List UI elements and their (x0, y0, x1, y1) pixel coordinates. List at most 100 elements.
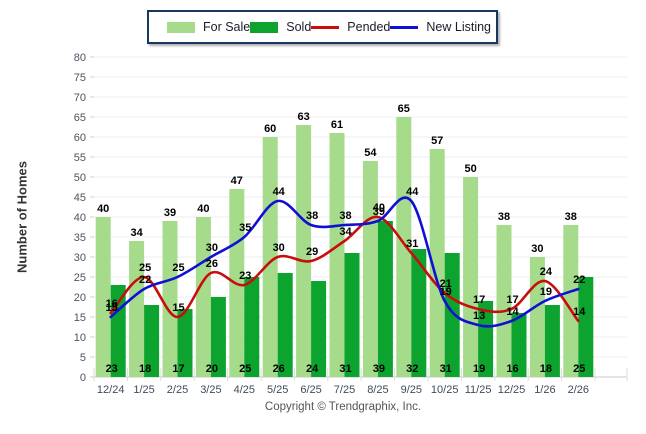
svg-text:35: 35 (74, 232, 86, 244)
svg-text:40: 40 (74, 212, 86, 224)
svg-text:65: 65 (74, 112, 86, 124)
pended-value-label: 16 (106, 298, 118, 310)
new-listing-value-label: 39 (373, 206, 385, 218)
sold-bar (444, 253, 460, 377)
for-sale-bar (329, 133, 345, 377)
legend-label: Pended (347, 20, 391, 34)
sold-bar (144, 305, 160, 377)
for-sale-value-label: 30 (531, 243, 543, 255)
for-sale-value-label: 39 (164, 207, 176, 219)
for-sale-value-label: 54 (364, 147, 377, 159)
new-listing-value-label: 35 (239, 222, 251, 234)
for-sale-bar (429, 149, 445, 377)
for-sale-bar (195, 217, 211, 377)
svg-text:25: 25 (74, 272, 86, 284)
sold-value-label: 16 (506, 363, 518, 375)
for-sale-value-label: 50 (464, 163, 476, 175)
for-sale-bar (362, 161, 378, 377)
sold-value-label: 17 (172, 363, 184, 375)
x-axis-label: 2/25 (167, 384, 188, 396)
for-sale-bar (496, 225, 512, 377)
for-sale-bar (396, 117, 412, 377)
x-axis-labels: 12/24 1/25 2/25 3/25 4/25 5/25 6/25 7/25 8/25 9/2… (97, 384, 589, 396)
x-axis-label: 7/25 (334, 384, 355, 396)
sold-value-label: 31 (339, 363, 351, 375)
svg-text:45: 45 (74, 192, 86, 204)
svg-text:30: 30 (74, 252, 86, 264)
legend-item-new-listing: New Listing (390, 20, 491, 34)
svg-text:80: 80 (74, 52, 86, 64)
svg-text:50: 50 (74, 172, 86, 184)
legend-item-pended: Pended (311, 20, 390, 34)
new-listing-value-label: 19 (540, 286, 552, 298)
sold-value-label: 39 (373, 363, 385, 375)
pended-line-group (109, 215, 580, 323)
x-axis-label: 8/25 (367, 384, 388, 396)
new-listing-value-label: 19 (440, 286, 452, 298)
new-listing-value-label: 22 (573, 274, 585, 286)
svg-text:10: 10 (74, 332, 86, 344)
new-listing-value-label: 15 (106, 302, 118, 314)
pended-value-label: 17 (506, 294, 518, 306)
legend-label: New Listing (426, 20, 492, 34)
sold-bar (377, 221, 393, 377)
sold-value-label: 24 (306, 363, 319, 375)
svg-text:70: 70 (74, 92, 86, 104)
bar-swatch-icon (250, 21, 279, 33)
sold-bar (578, 277, 594, 377)
pended-value-label: 17 (473, 294, 485, 306)
for-sale-value-label: 57 (431, 135, 443, 147)
pended-value-label: 29 (306, 246, 318, 258)
svg-text:15: 15 (74, 312, 86, 324)
copyright-text: Copyright © Trendgraphix, Inc. (264, 401, 422, 413)
svg-text:5: 5 (80, 352, 86, 364)
for-sale-bar (296, 125, 312, 377)
svg-text:55: 55 (74, 152, 86, 164)
legend-item-for-sale: For Sale (167, 20, 250, 34)
x-axis-label: 3/25 (200, 384, 221, 396)
bars-for-sale (95, 117, 579, 377)
pended-value-label: 40 (373, 202, 385, 214)
line-swatch-icon (390, 25, 419, 29)
pended-value-label: 30 (273, 242, 285, 254)
for-sale-value-label: 40 (197, 203, 209, 215)
sold-value-label: 31 (440, 363, 452, 375)
sold-value-label: 25 (573, 363, 585, 375)
for-sale-bar (95, 217, 111, 377)
legend: For Sale Sold Pended New Listing (147, 10, 498, 44)
for-sale-bar (463, 177, 479, 377)
x-axis-label: 9/25 (401, 384, 422, 396)
y-axis-labels: 0 5 10 15 20 25 30 35 40 45 50 55 60 65 70 75 80 (74, 52, 86, 384)
sold-value-label: 26 (273, 363, 285, 375)
x-axis-label: 12/24 (97, 384, 125, 396)
bar-swatch-icon (167, 21, 195, 33)
for-sale-bar (262, 137, 278, 377)
for-sale-value-label: 38 (565, 211, 577, 223)
sold-value-label: 32 (406, 363, 418, 375)
sold-bar (210, 297, 226, 377)
x-axis-label: 12/25 (498, 384, 526, 396)
sold-bar (478, 301, 494, 377)
for-sale-bar (563, 225, 579, 377)
sold-bar (411, 249, 427, 377)
gridlines (94, 56, 627, 358)
for-sale-value-label: 38 (498, 211, 510, 223)
legend-label: For Sale (203, 20, 251, 34)
sold-bar (277, 273, 293, 377)
sold-bar (344, 253, 360, 377)
new-listing-value-label: 13 (473, 310, 485, 322)
for-sale-value-label: 63 (297, 111, 309, 123)
sold-value-label: 18 (540, 363, 552, 375)
pended-value-label: 23 (239, 270, 251, 282)
pended-value-label: 15 (172, 302, 184, 314)
sold-bar (177, 309, 193, 377)
svg-text:0: 0 (80, 372, 86, 384)
x-axis-label: 2/26 (568, 384, 589, 396)
legend-item-sold: Sold (250, 20, 311, 34)
x-axis-label: 4/25 (234, 384, 255, 396)
sold-value-label: 19 (473, 363, 485, 375)
x-axis-label: 5/25 (267, 384, 288, 396)
